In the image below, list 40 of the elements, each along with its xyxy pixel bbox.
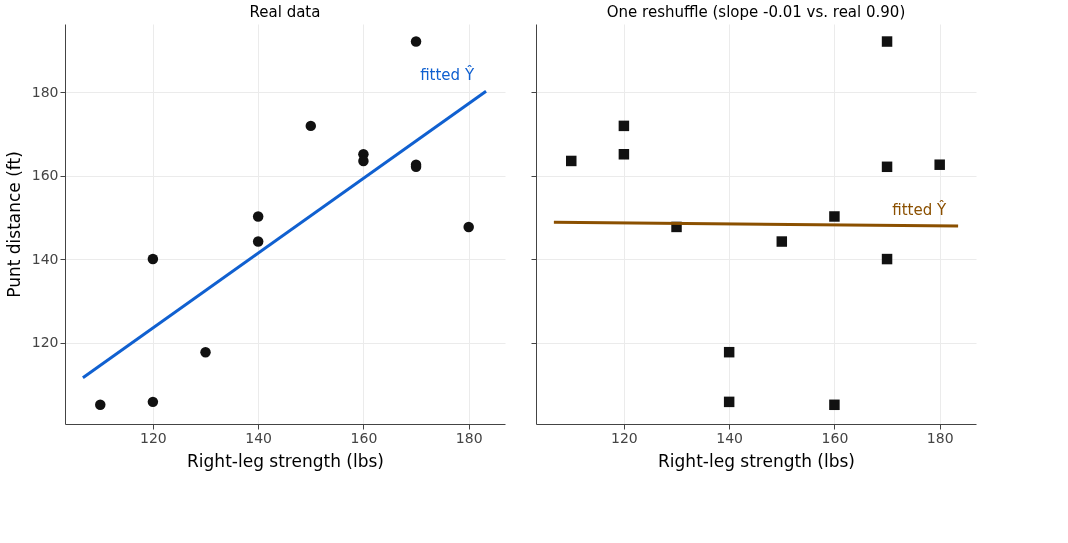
point (147, 396, 159, 408)
x-tick-label: 160 (350, 429, 378, 446)
x-tick-label: 160 (821, 429, 849, 446)
point (881, 36, 893, 47)
point (881, 253, 893, 265)
point (463, 221, 474, 233)
point (566, 155, 577, 167)
x-tick-label: 180 (926, 429, 954, 446)
x-axis-title: Right-leg strength (lbs) (658, 450, 855, 471)
y-axis-title: Punt distance (ft) (3, 151, 24, 298)
point (200, 346, 211, 358)
point (410, 36, 422, 47)
x-tick-label: 120 (140, 429, 167, 446)
y-tick-label: 140 (31, 250, 59, 267)
point (305, 120, 317, 132)
annotation: fitted Ŷ (892, 200, 947, 220)
point (723, 396, 735, 408)
y-tick-label: 160 (31, 167, 59, 184)
chart-title: Real data (249, 3, 321, 21)
point (618, 149, 630, 160)
y-tick-label: 120 (31, 334, 59, 351)
chart-title: One reshuffle (slope -0.01 vs. real 0.90) (606, 3, 906, 21)
annotation: fitted Ŷ (420, 65, 475, 85)
x-tick-label: 140 (716, 429, 744, 446)
point (776, 236, 788, 247)
x-tick-label: 180 (455, 429, 483, 446)
point (147, 253, 159, 265)
point (252, 211, 264, 222)
point (723, 346, 735, 358)
point (934, 159, 945, 170)
point (881, 161, 893, 173)
point (829, 399, 840, 411)
x-tick-label: 140 (245, 429, 273, 446)
point (95, 399, 106, 411)
x-axis-title: Right-leg strength (lbs) (187, 450, 384, 471)
x-tick-label: 120 (611, 429, 638, 446)
y-tick-label: 180 (31, 83, 59, 100)
point (618, 120, 630, 132)
point (252, 236, 264, 247)
point (829, 211, 840, 222)
